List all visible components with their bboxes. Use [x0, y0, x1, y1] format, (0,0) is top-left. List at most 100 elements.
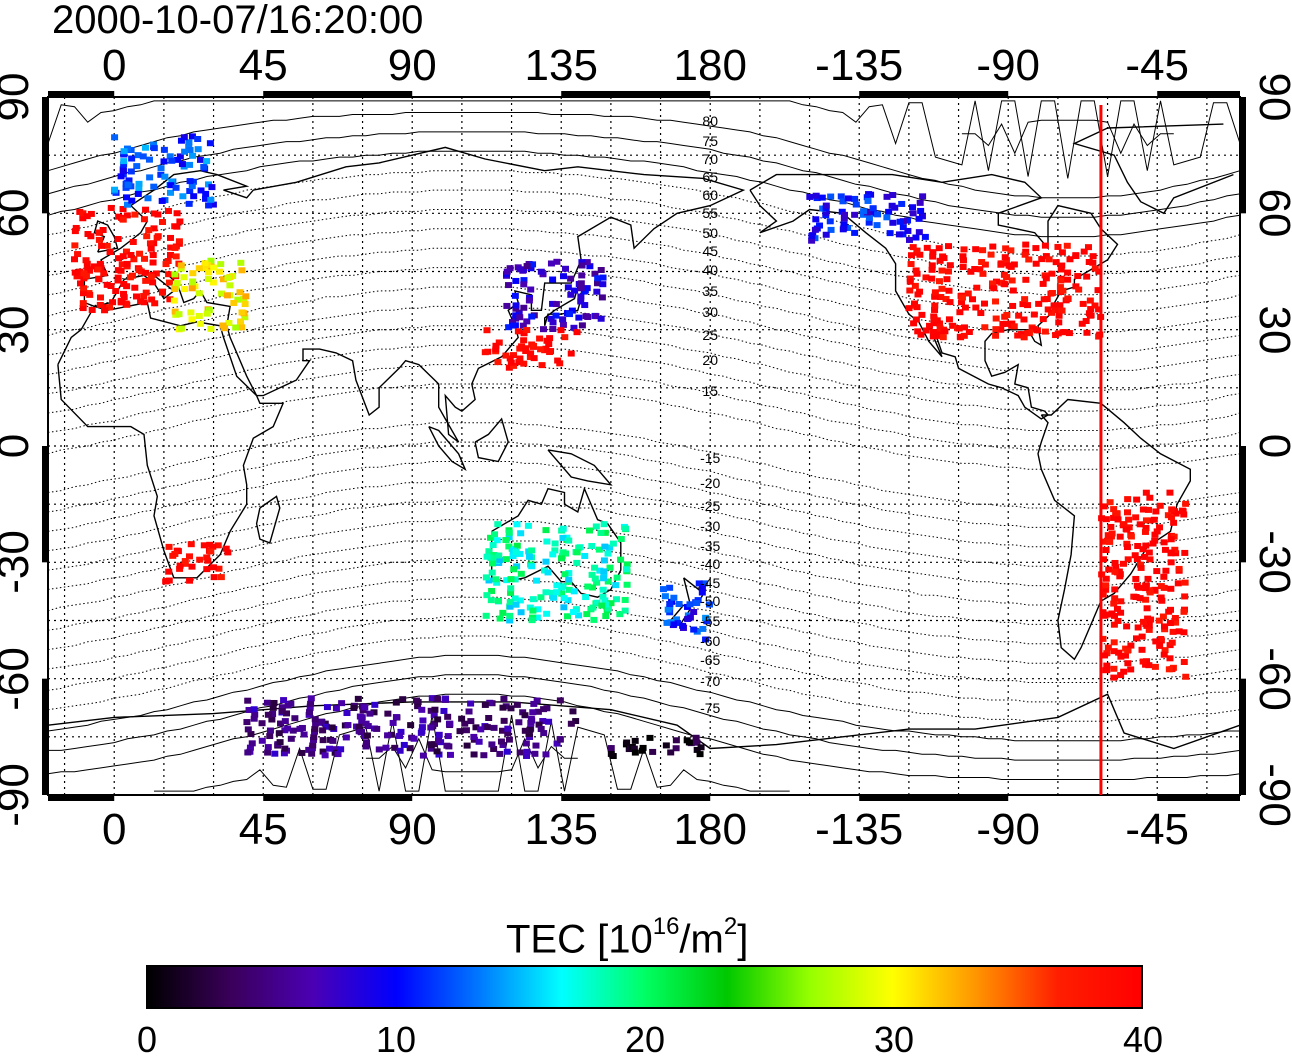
tec-cell: [612, 596, 620, 603]
tec-cell: [822, 209, 830, 216]
tec-cell: [578, 259, 586, 266]
bottom-longitude-tick-label: 135: [524, 805, 598, 854]
tec-cell: [840, 221, 848, 228]
tec-cell: [512, 302, 520, 309]
tec-cell: [1083, 329, 1091, 336]
tec-cell: [1166, 655, 1174, 662]
tec-cell: [1146, 587, 1154, 594]
tec-cell: [631, 737, 639, 744]
tec-cell: [225, 319, 233, 326]
tec-cell: [271, 750, 279, 757]
tec-cell: [72, 224, 80, 231]
tec-cell: [544, 569, 552, 576]
tec-cell: [176, 565, 184, 572]
tec-cell: [371, 701, 379, 708]
coastline-borneo: [474, 417, 509, 463]
tec-cell: [1042, 275, 1050, 282]
tec-cell: [529, 709, 537, 716]
magnetic-contour: [47, 461, 1241, 548]
tec-cell: [142, 269, 150, 276]
tec-cell: [106, 249, 114, 256]
tec-cell: [1124, 556, 1132, 563]
tec-cell: [693, 599, 701, 606]
tec-cell: [1058, 307, 1066, 314]
tec-cell: [822, 231, 830, 238]
tec-cell: [188, 316, 196, 323]
tec-cell: [237, 318, 245, 325]
tec-cell: [1058, 249, 1066, 256]
tec-cell: [923, 244, 931, 251]
tec-cell: [134, 152, 142, 159]
tec-cell: [264, 711, 272, 718]
tec-cell: [125, 177, 133, 184]
tec-cell: [581, 302, 589, 309]
tec-cell: [621, 607, 629, 614]
tec-cell: [1169, 628, 1177, 635]
tec-cell: [913, 270, 921, 277]
tec-cell: [207, 548, 215, 555]
tec-cell: [375, 746, 383, 753]
tec-cell: [133, 293, 141, 300]
magnetic-lat-label: 65: [702, 169, 718, 185]
tec-cell: [467, 718, 475, 725]
tec-cell: [1064, 269, 1072, 276]
magnetic-lat-label: -75: [700, 700, 720, 716]
tec-cell: [631, 749, 639, 756]
tec-cell: [1181, 593, 1189, 600]
tec-cell: [575, 612, 583, 619]
tec-cell: [981, 261, 989, 268]
tec-cell: [911, 300, 919, 307]
tec-cell: [520, 281, 528, 288]
tec-cell: [181, 286, 189, 293]
tec-cell: [659, 586, 667, 593]
tec-cell: [107, 204, 115, 211]
tec-cell: [384, 710, 392, 717]
tec-cell: [1079, 300, 1087, 307]
tec-cell: [523, 752, 531, 759]
coastlines: [47, 123, 1241, 750]
tec-cell: [456, 728, 464, 735]
tec-cell: [147, 245, 155, 252]
tec-cell: [573, 329, 581, 336]
tec-cell: [355, 723, 363, 730]
tec-cell: [518, 343, 526, 350]
tec-cell: [435, 737, 443, 744]
tec-cell: [917, 331, 925, 338]
tec-cell: [859, 211, 867, 218]
tec-cell: [915, 229, 923, 236]
tec-cell: [599, 274, 607, 281]
tec-cell: [74, 251, 82, 258]
tec-cell: [1110, 621, 1118, 628]
tec-cell: [269, 711, 277, 718]
tec-cell: [1110, 648, 1118, 655]
tec-cell: [1048, 309, 1056, 316]
tec-cell: [95, 236, 103, 243]
tec-cell: [601, 543, 609, 550]
tec-cell: [196, 556, 204, 563]
tec-cell: [117, 299, 125, 306]
tec-cell: [1082, 318, 1090, 325]
coastline-europe: [83, 146, 746, 443]
tec-cell: [1167, 514, 1175, 521]
tec-cell: [580, 288, 588, 295]
tec-cell: [873, 222, 881, 229]
tec-cell: [1059, 329, 1067, 336]
tec-cell: [516, 355, 524, 362]
coastline-uk: [93, 220, 119, 253]
tec-cell: [1010, 323, 1018, 330]
tec-cell: [690, 626, 698, 633]
tec-cell: [989, 243, 997, 250]
tec-cell: [224, 549, 232, 556]
tec-cell: [209, 543, 217, 550]
tec-cell: [190, 193, 198, 200]
tec-cell: [99, 227, 107, 234]
tec-cell: [287, 735, 295, 742]
tec-cell: [623, 561, 631, 568]
magnetic-lat-label: 40: [702, 262, 718, 278]
tec-cell: [543, 538, 551, 545]
tec-cell: [494, 521, 502, 528]
tec-cell: [419, 752, 427, 759]
tec-cell: [593, 288, 601, 295]
tec-cell: [1123, 540, 1131, 547]
tec-cell: [509, 319, 517, 326]
